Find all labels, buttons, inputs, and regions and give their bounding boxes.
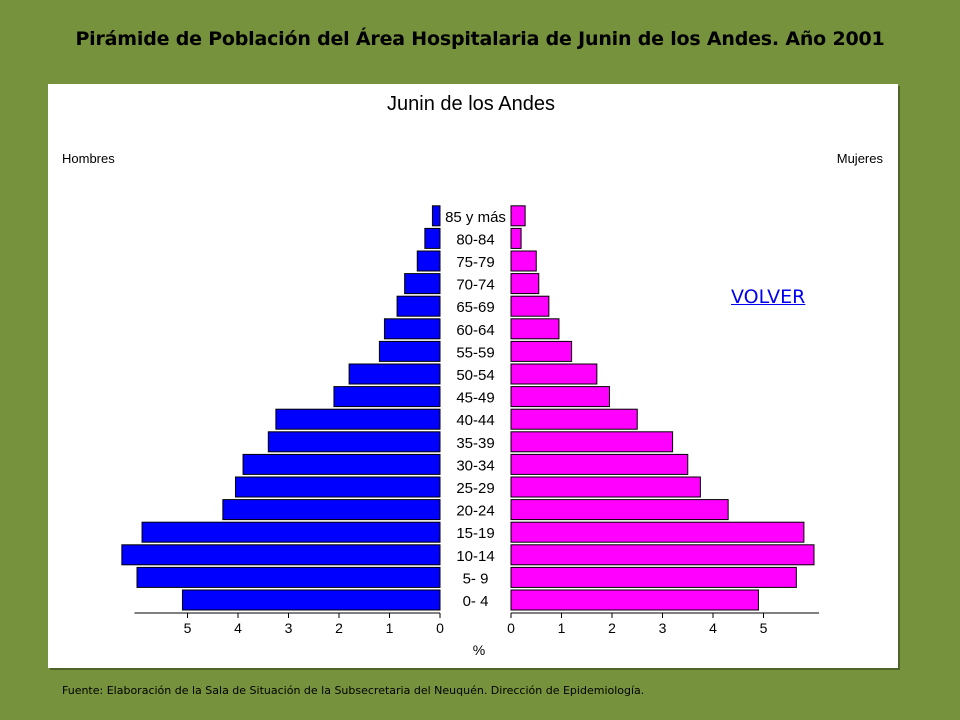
female-bar-6 bbox=[510, 453, 689, 475]
age-label-14: 70-74 bbox=[456, 277, 494, 294]
age-label-7: 35-39 bbox=[456, 435, 494, 452]
female-bars bbox=[510, 205, 815, 611]
left-tick-label-0: 5 bbox=[184, 620, 192, 636]
left-tick-label-4: 1 bbox=[386, 620, 394, 636]
male-bar-12 bbox=[383, 318, 441, 340]
right-tick-label-1: 1 bbox=[558, 620, 566, 636]
age-label-3: 15-19 bbox=[456, 525, 494, 542]
volver-link[interactable]: VOLVER bbox=[731, 286, 806, 308]
male-bar-14 bbox=[404, 273, 441, 295]
female-bar-7 bbox=[510, 431, 674, 453]
female-bar-14 bbox=[510, 273, 540, 295]
right-tick-label-5: 5 bbox=[760, 620, 768, 636]
male-bar-2 bbox=[121, 544, 441, 566]
age-label-15: 75-79 bbox=[456, 254, 494, 271]
male-bar-5 bbox=[234, 476, 441, 498]
age-label-9: 45-49 bbox=[456, 390, 494, 407]
age-label-4: 20-24 bbox=[456, 503, 494, 520]
right-tick-label-2: 2 bbox=[608, 620, 616, 636]
age-label-5: 25-29 bbox=[456, 480, 494, 497]
male-bar-0 bbox=[181, 589, 441, 611]
female-bar-11 bbox=[510, 340, 573, 362]
female-bar-10 bbox=[510, 363, 598, 385]
male-bar-10 bbox=[348, 363, 441, 385]
male-bar-13 bbox=[396, 295, 441, 317]
female-bar-9 bbox=[510, 386, 610, 408]
source-note: Fuente: Elaboración de la Sala de Situac… bbox=[62, 684, 645, 697]
female-bar-1 bbox=[510, 566, 797, 588]
male-bar-16 bbox=[424, 227, 441, 249]
age-group-labels: 0- 4 5- 9 10-14 15-19 20-24 25-29 30-34 35-39 40… bbox=[445, 209, 506, 610]
male-bar-7 bbox=[267, 431, 441, 453]
age-label-1: 5- 9 bbox=[463, 570, 489, 587]
population-pyramid-chart: Junin de los Andes Hombres Mujeres 0- 4 5… bbox=[62, 93, 884, 658]
age-label-12: 60-64 bbox=[456, 322, 494, 339]
age-label-0: 0- 4 bbox=[463, 593, 489, 610]
right-tick-label-0: 0 bbox=[507, 620, 515, 636]
left-tick-label-1: 4 bbox=[234, 620, 242, 636]
x-axes: 5 4 3 2 1 0 0 1 2 3 4 5 bbox=[134, 612, 820, 636]
age-label-11: 55-59 bbox=[456, 344, 494, 361]
female-bar-8 bbox=[510, 408, 638, 430]
mujeres-label: Mujeres bbox=[837, 151, 884, 166]
male-bar-6 bbox=[242, 453, 441, 475]
left-tick-label-3: 2 bbox=[335, 620, 343, 636]
female-bar-15 bbox=[510, 250, 537, 272]
male-bars bbox=[121, 205, 441, 611]
female-bar-5 bbox=[510, 476, 701, 498]
right-tick-label-3: 3 bbox=[659, 620, 667, 636]
x-axis-label: % bbox=[473, 642, 485, 658]
female-bar-0 bbox=[510, 589, 759, 611]
male-bar-9 bbox=[333, 386, 441, 408]
right-tick-label-4: 4 bbox=[709, 620, 717, 636]
left-tick-label-5: 0 bbox=[436, 620, 444, 636]
chart-panel: Junin de los Andes Hombres Mujeres 0- 4 5… bbox=[48, 84, 898, 668]
age-label-17: 85 y más bbox=[445, 209, 506, 226]
page-title: Pirámide de Población del Área Hospitala… bbox=[75, 28, 885, 50]
age-label-13: 65-69 bbox=[456, 299, 494, 316]
female-bar-12 bbox=[510, 318, 560, 340]
age-label-10: 50-54 bbox=[456, 367, 494, 384]
left-tick-label-2: 3 bbox=[285, 620, 293, 636]
hombres-label: Hombres bbox=[62, 151, 115, 166]
female-bar-16 bbox=[510, 227, 522, 249]
female-bar-3 bbox=[510, 521, 805, 543]
male-bar-11 bbox=[378, 340, 441, 362]
chart-title: Junin de los Andes bbox=[387, 93, 555, 115]
male-bar-17 bbox=[431, 205, 441, 227]
male-bar-1 bbox=[136, 566, 441, 588]
female-bar-2 bbox=[510, 544, 815, 566]
male-bar-8 bbox=[275, 408, 441, 430]
age-label-6: 30-34 bbox=[456, 457, 494, 474]
male-bar-15 bbox=[416, 250, 441, 272]
female-bar-17 bbox=[510, 205, 526, 227]
age-label-2: 10-14 bbox=[456, 548, 494, 565]
age-label-8: 40-44 bbox=[456, 412, 494, 429]
age-label-16: 80-84 bbox=[456, 231, 494, 248]
male-bar-4 bbox=[222, 499, 441, 521]
female-bar-4 bbox=[510, 499, 729, 521]
female-bar-13 bbox=[510, 295, 550, 317]
male-bar-3 bbox=[141, 521, 441, 543]
